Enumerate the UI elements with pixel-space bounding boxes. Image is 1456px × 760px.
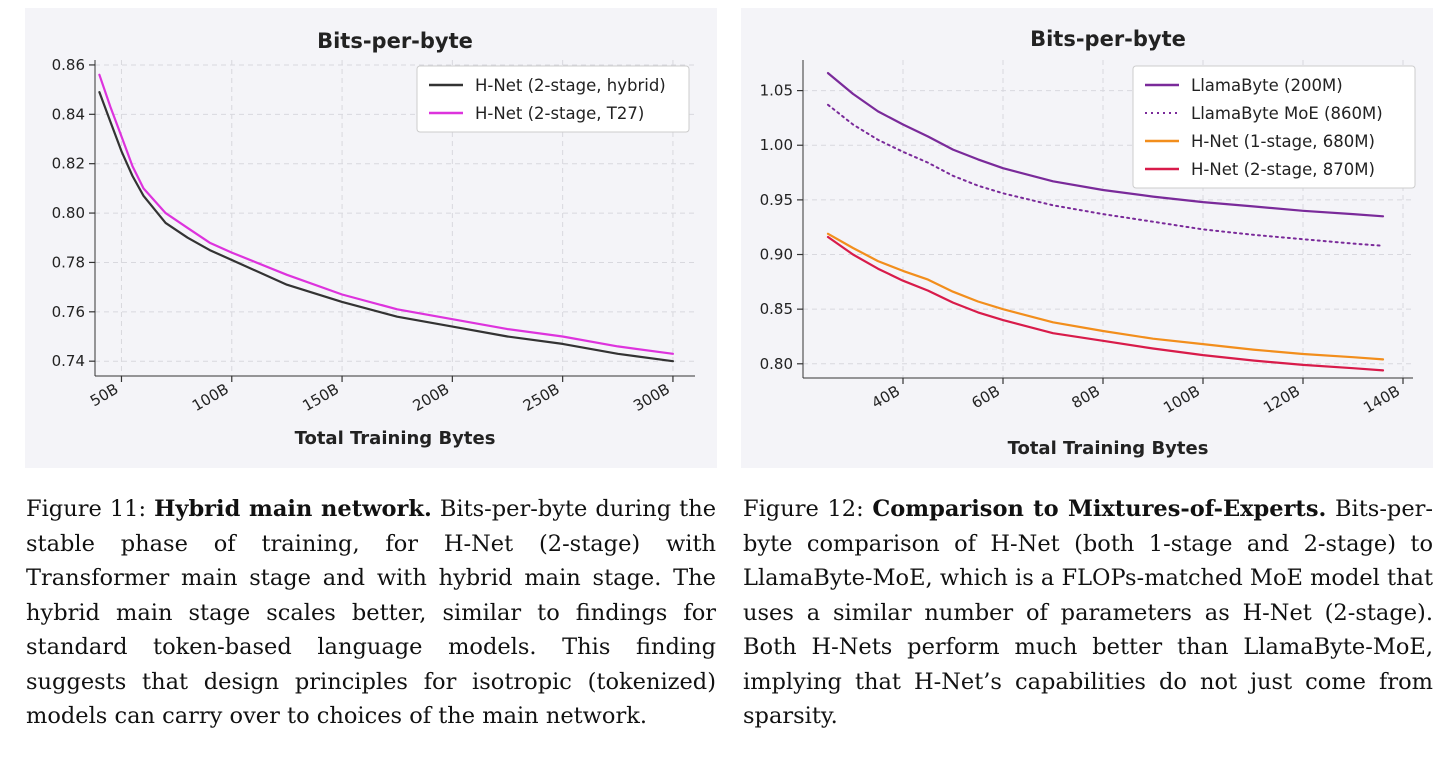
- figure-12-label: Figure 12:: [743, 496, 864, 522]
- chart1-legend-label-0: H-Net (2-stage, hybrid): [475, 76, 666, 95]
- chart1-y-tick-label-1: 0.76: [52, 303, 85, 321]
- chart1-title: Bits-per-byte: [317, 29, 473, 53]
- chart2-legend-box: [1132, 65, 1416, 189]
- figure-11-chart: 0.74 0.76 0.78 0.80 0.82 0.84 0.86 50B 100B 150B 2…: [25, 8, 717, 468]
- chart2-series-line-0: [826, 71, 1385, 218]
- figure-12-chart: 0.80 0.85 0.90 0.95 1.00 1.05 40B 60B 80B 100B 120…: [741, 8, 1433, 468]
- chart1-legend-label-1: H-Net (2-stage, T27): [475, 104, 644, 123]
- chart2-y-tick-label-1: 0.85: [760, 300, 793, 318]
- chart1-legend-box: [416, 65, 690, 133]
- chart2-legend-label-0: LlamaByte (200M): [1191, 76, 1343, 95]
- chart2-y-tick-label-3: 0.95: [760, 191, 793, 209]
- chart1-y-tick-label-5: 0.84: [52, 105, 85, 123]
- figure-12-title: Comparison to Mixtures-of-Experts.: [872, 496, 1327, 522]
- chart2-y-tick-label-5: 1.05: [760, 82, 793, 100]
- figure-11-text: Bits-per-byte during the stable phase of…: [26, 496, 717, 729]
- chart1-series-line-0: [98, 90, 675, 363]
- figure-12-text: Bits-per-byte comparison of H-Net (both …: [743, 496, 1434, 729]
- chart2-legend-label-1: LlamaByte MoE (860M): [1191, 104, 1383, 123]
- chart1-series-line-1: [98, 73, 675, 355]
- chart2-title: Bits-per-byte: [1030, 27, 1186, 51]
- figure-11-caption: Figure 11: Hybrid main network. Bits-per…: [26, 492, 716, 734]
- figure-11-title: Hybrid main network.: [154, 496, 432, 522]
- chart2-y-tick-label-2: 0.90: [760, 246, 793, 264]
- chart2-series-line-2: [826, 232, 1385, 361]
- chart2-y-tick-label-4: 1.00: [760, 136, 793, 154]
- chart2-legend-label-2: H-Net (1-stage, 680M): [1191, 132, 1375, 151]
- chart1-y-tick-label-0: 0.74: [52, 352, 85, 370]
- chart1-y-tick-label-2: 0.78: [52, 253, 85, 271]
- chart2-legend-label-3: H-Net (2-stage, 870M): [1191, 160, 1375, 179]
- chart1-x-axis-label: Total Training Bytes: [295, 428, 496, 449]
- chart1-y-tick-label-3: 0.80: [52, 204, 85, 222]
- chart2-y-tick-label-0: 0.80: [760, 355, 793, 373]
- chart1-y-tick-label-4: 0.82: [52, 155, 85, 173]
- chart2-series-line-3: [826, 235, 1385, 372]
- chart1-y-tick-label-6: 0.86: [52, 56, 85, 74]
- figure-12-caption: Figure 12: Comparison to Mixtures-of-Exp…: [743, 492, 1433, 734]
- figure-11-label: Figure 11:: [26, 496, 147, 522]
- chart2-series-line-1: [827, 103, 1384, 247]
- chart2-x-axis-label: Total Training Bytes: [1008, 438, 1209, 459]
